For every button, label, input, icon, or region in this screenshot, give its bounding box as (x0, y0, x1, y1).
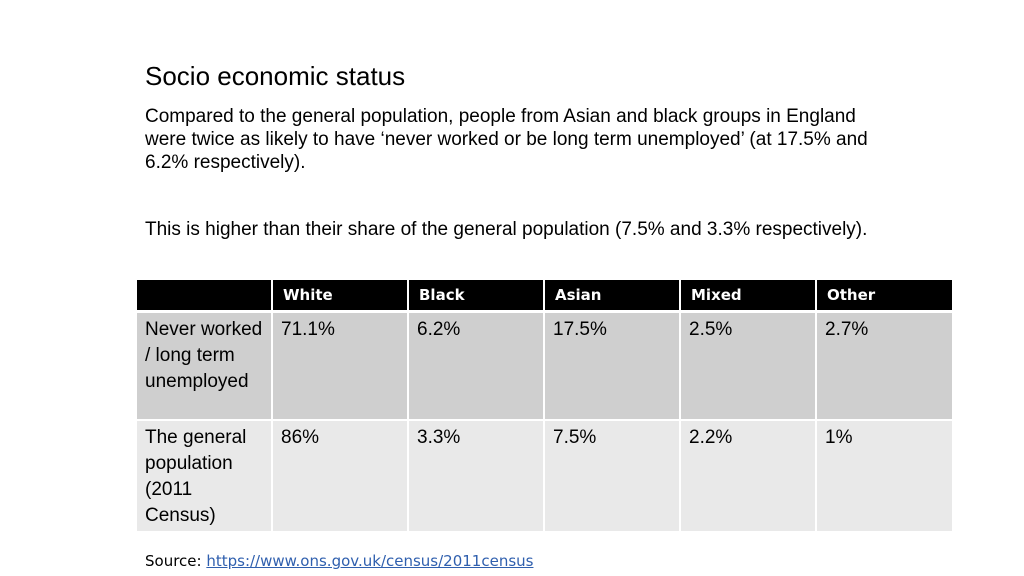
table-cell: 17.5% (544, 311, 681, 421)
source-link[interactable]: https://www.ons.gov.uk/census/2011census (206, 552, 534, 570)
source-note: Source: https://www.ons.gov.uk/census/20… (145, 551, 533, 571)
header-cell-mixed: Mixed (680, 280, 817, 313)
table-cell: 7.5% (544, 420, 681, 533)
table-cell: 6.2% (408, 311, 545, 421)
table-header-row: White Black Asian Mixed Other (137, 280, 952, 313)
share-paragraph: This is higher than their share of the g… (145, 219, 868, 240)
table-row: Never worked / long term unemployed 71.1… (137, 311, 952, 421)
header-cell-asian: Asian (544, 280, 681, 313)
intro-paragraph: Compared to the general population, peop… (145, 106, 868, 173)
slide-title: Socio economic status (145, 61, 406, 91)
table-cell: 3.3% (408, 420, 545, 533)
table-cell: 2.2% (680, 420, 817, 533)
header-cell-other: Other (816, 280, 952, 313)
row-label: Never worked / long term unemployed (137, 311, 273, 421)
table-cell: 2.7% (816, 311, 952, 421)
header-cell-white: White (272, 280, 409, 313)
table-cell: 1% (816, 420, 952, 533)
header-cell-black: Black (408, 280, 545, 313)
table-cell: 86% (272, 420, 409, 533)
socio-economic-table: White Black Asian Mixed Other Never work… (137, 280, 952, 533)
row-label: The general population (2011 Census) (137, 420, 273, 533)
table-cell: 2.5% (680, 311, 817, 421)
table-cell: 71.1% (272, 311, 409, 421)
header-cell-empty (137, 280, 273, 313)
source-label: Source: (145, 552, 207, 570)
table-row: The general population (2011 Census) 86%… (137, 420, 952, 533)
